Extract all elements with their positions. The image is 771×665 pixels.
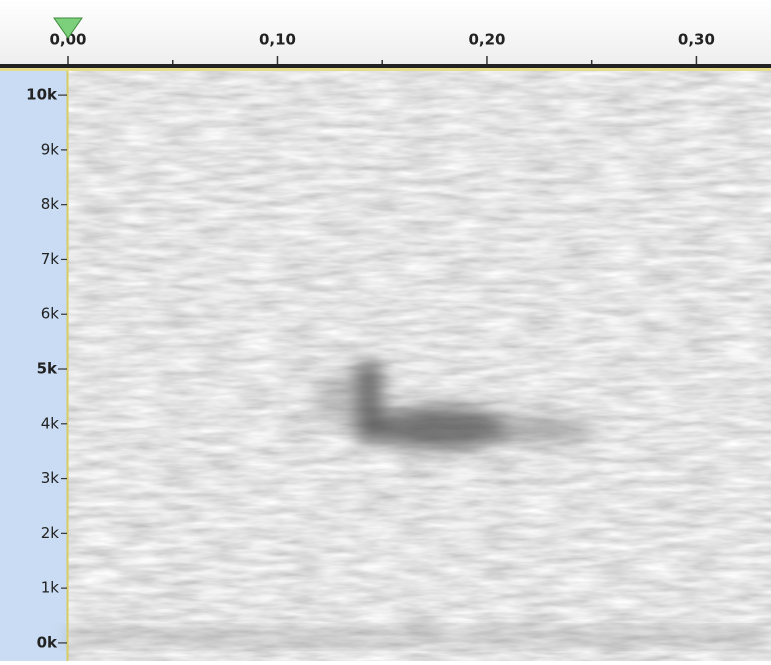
spectrogram	[68, 71, 771, 661]
y-tick-label: 4k	[41, 414, 60, 432]
page: 0,000,100,200,300k1k2k3k4k5k6k7k8k9k10k …	[0, 0, 771, 661]
y-tick-label: 0k	[37, 633, 58, 651]
y-tick-label: 8k	[41, 195, 60, 213]
y-tick-label: 2k	[41, 524, 60, 542]
time-ruler	[0, 0, 771, 66]
x-tick-label: 0,20	[468, 31, 505, 49]
spectrogram-speckle	[68, 71, 771, 661]
y-tick-label: 6k	[41, 305, 60, 323]
y-tick-label: 10k	[26, 86, 58, 104]
ruler-border-highlight	[0, 68, 771, 71]
y-tick-label: 1k	[41, 579, 60, 597]
y-tick-label: 5k	[37, 360, 58, 378]
y-tick-label: 9k	[41, 140, 60, 158]
spectrogram-view: 0,000,100,200,300k1k2k3k4k5k6k7k8k9k10k	[0, 0, 771, 661]
low-band	[68, 630, 771, 644]
y-tick-label: 3k	[41, 469, 60, 487]
x-tick-label: 0,30	[678, 31, 715, 49]
y-tick-label: 7k	[41, 250, 60, 268]
ruler-border	[0, 64, 771, 68]
x-tick-label: 0,10	[259, 31, 296, 49]
